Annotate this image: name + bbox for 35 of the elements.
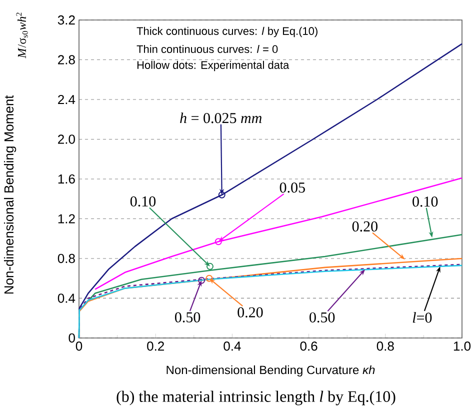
text: (b) the material intrinsic length l by Eq.(10): [116, 390, 396, 406]
annotation: Thin continuous curves: l = 0: [136, 44, 278, 54]
annotation: 0.10: [412, 196, 438, 207]
x-tick-label: 1.0: [454, 342, 471, 351]
line-series: [94, 177, 463, 290]
y-axis-title: Non-dimensional Bending Moment: [4, 95, 16, 294]
annotation: 0.10: [130, 196, 156, 207]
x-tick-label: 0: [76, 342, 82, 351]
annotation: Thick continuous curves: l by Eq.(10): [136, 26, 318, 38]
point: [218, 191, 226, 198]
x-tick-label: 0.8: [376, 342, 394, 351]
y-tick-label: 2.8: [58, 55, 75, 64]
point: [206, 262, 214, 270]
annotation: l=0: [412, 312, 432, 323]
annotation: 0.20: [238, 307, 263, 318]
y-tick-label: 1.6: [58, 174, 75, 184]
y-tick-label: 2.4: [58, 94, 76, 104]
y-tick-label: 0.8: [58, 254, 75, 264]
y-tick-label: 3.2: [58, 15, 75, 25]
x-tick-label: 0.6: [300, 342, 318, 351]
y-tick-label: 1.2: [58, 214, 75, 224]
y-tick-label: 2.0: [58, 134, 75, 144]
annotation: Hollow dots: Experimental data: [137, 60, 290, 72]
text: M/σ$_{s0}$wh$^{2}$: [16, 12, 28, 58]
point: [198, 276, 206, 284]
annotation: 0.50: [175, 312, 200, 322]
x-axis-title: Non-dimensional Bending Curvature κh: [166, 365, 375, 377]
x-tick-label: 0.4: [224, 342, 241, 351]
y-tick-label: 0.4: [58, 294, 76, 303]
annotation: 0.05: [280, 182, 305, 193]
x-tick-label: 0.2: [147, 342, 164, 351]
y-tick-label: 0: [68, 333, 75, 343]
annotation: h = 0.025 mm: [180, 112, 262, 124]
annotation: 0.20: [352, 221, 378, 232]
annotation: 0.50: [310, 312, 335, 323]
